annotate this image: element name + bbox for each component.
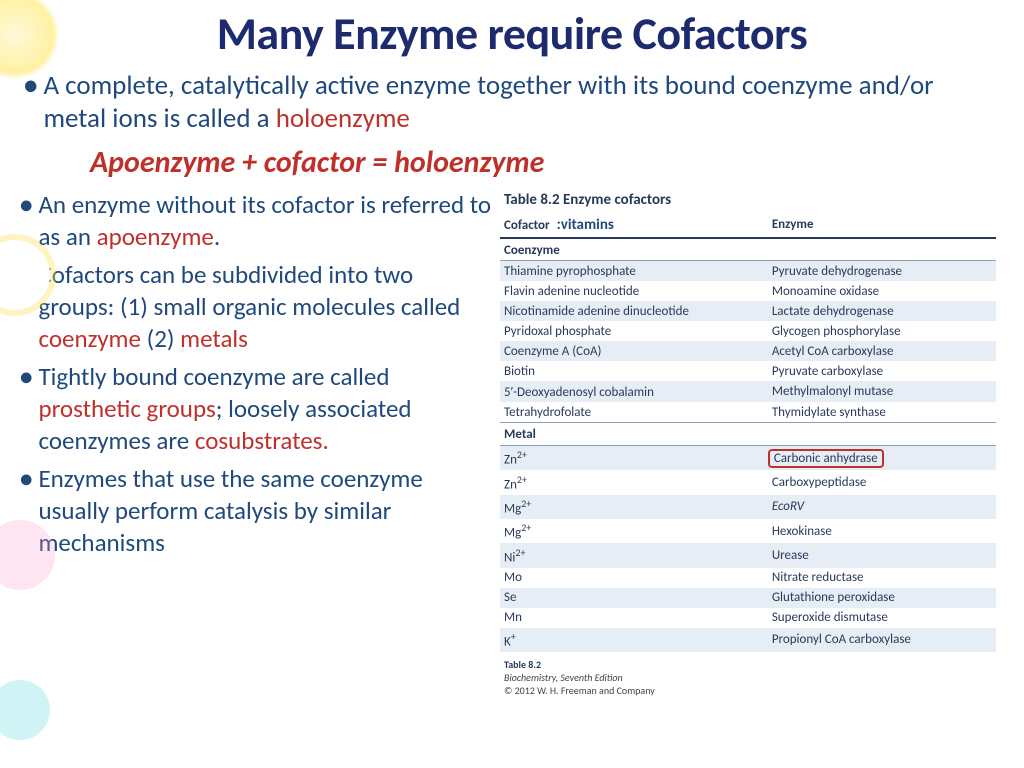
- table-row: SeGlutathione peroxidase: [500, 588, 996, 608]
- table-row: BiotinPyruvate carboxylase: [500, 361, 996, 381]
- table-row: Flavin adenine nucleotideMonoamine oxida…: [500, 281, 996, 301]
- table-row: Mg2+EcoRV: [500, 495, 996, 519]
- table-row: Ni2+Urease: [500, 543, 996, 567]
- col-enzyme: Enzyme: [768, 213, 996, 238]
- table-header-row: Cofactor :vitamins Enzyme: [500, 213, 996, 238]
- side-bullet: •Tightly bound coenzyme are called prost…: [20, 361, 494, 457]
- bullet-body: Enzymes that use the same coenzyme usual…: [38, 463, 494, 559]
- table-title: Table 8.2 Enzyme cofactors: [504, 191, 996, 209]
- bullet-dot: •: [24, 70, 37, 136]
- bullet-body: An enzyme without its cofactor is referr…: [38, 189, 494, 253]
- table-row: Zn2+Carbonic anhydrase: [500, 445, 996, 470]
- bullet-dot: •: [20, 361, 32, 457]
- table-row: Pyridoxal phosphateGlycogen phosphorylas…: [500, 321, 996, 341]
- cofactor-table: Cofactor :vitamins Enzyme CoenzymeThiami…: [500, 213, 996, 652]
- table-row: MoNitrate reductase: [500, 568, 996, 588]
- table-row: K+Propionyl CoA carboxylase: [500, 628, 996, 652]
- col-cofactor: Cofactor :vitamins: [500, 213, 768, 238]
- table-row: MnSuperoxide dismutase: [500, 608, 996, 628]
- page-title: Many Enzyme require Cofactors: [0, 0, 1024, 62]
- table-section-header: Metal: [500, 423, 996, 446]
- table-title-text: Table 8.2 Enzyme cofactors: [504, 191, 671, 209]
- vitamins-note: :vitamins: [557, 216, 614, 234]
- table-row: Mg2+Hexokinase: [500, 519, 996, 543]
- footer-line1: Table 8.2: [504, 658, 541, 671]
- table-row: Thiamine pyrophosphatePyruvate dehydroge…: [500, 261, 996, 282]
- table-footer: Table 8.2 Biochemistry, Seventh Edition …: [504, 658, 996, 697]
- side-bullets: •An enzyme without its cofactor is refer…: [20, 189, 500, 697]
- highlighted-enzyme: Carbonic anhydrase: [768, 449, 884, 468]
- table-section-header: Coenzyme: [500, 238, 996, 261]
- top-bullet-area: • A complete, catalytically active enzym…: [0, 62, 1024, 136]
- equation-line: Apoenzyme + cofactor = holoenzyme: [0, 138, 1024, 189]
- table-row: Coenzyme A (CoA)Acetyl CoA carboxylase: [500, 341, 996, 361]
- table-row: Nicotinamide adenine dinucleotideLactate…: [500, 301, 996, 321]
- table-row: 5′-Deoxyadenosyl cobalaminMethylmalonyl …: [500, 381, 996, 402]
- footer-line2: Biochemistry, Seventh Edition: [504, 671, 623, 684]
- table-row: Zn2+Carboxypeptidase: [500, 470, 996, 494]
- bullet-dot: •: [20, 463, 32, 559]
- footer-line3: © 2012 W. H. Freeman and Company: [504, 684, 655, 697]
- bullet-dot: •: [20, 189, 32, 253]
- side-bullet: •An enzyme without its cofactor is refer…: [20, 189, 494, 253]
- bullet-text: A complete, catalytically active enzyme …: [43, 70, 1000, 136]
- bullet-body: Tightly bound coenzyme are called prosth…: [38, 361, 494, 457]
- bullet-highlight: holoenzyme: [276, 102, 410, 135]
- bullet-holoenzyme: • A complete, catalytically active enzym…: [24, 70, 1000, 136]
- cofactor-table-region: Table 8.2 Enzyme cofactors Cofactor :vit…: [500, 189, 1010, 697]
- side-bullet: •Enzymes that use the same coenzyme usua…: [20, 463, 494, 559]
- bullet-dot: •: [20, 259, 32, 355]
- bullet-pre: A complete, catalytically active enzyme …: [43, 69, 933, 135]
- table-body: CoenzymeThiamine pyrophosphatePyruvate d…: [500, 238, 996, 652]
- table-row: TetrahydrofolateThymidylate synthase: [500, 402, 996, 423]
- bullet-body: Cofactors can be subdivided into two gro…: [38, 259, 494, 355]
- side-bullet: •Cofactors can be subdivided into two gr…: [20, 259, 494, 355]
